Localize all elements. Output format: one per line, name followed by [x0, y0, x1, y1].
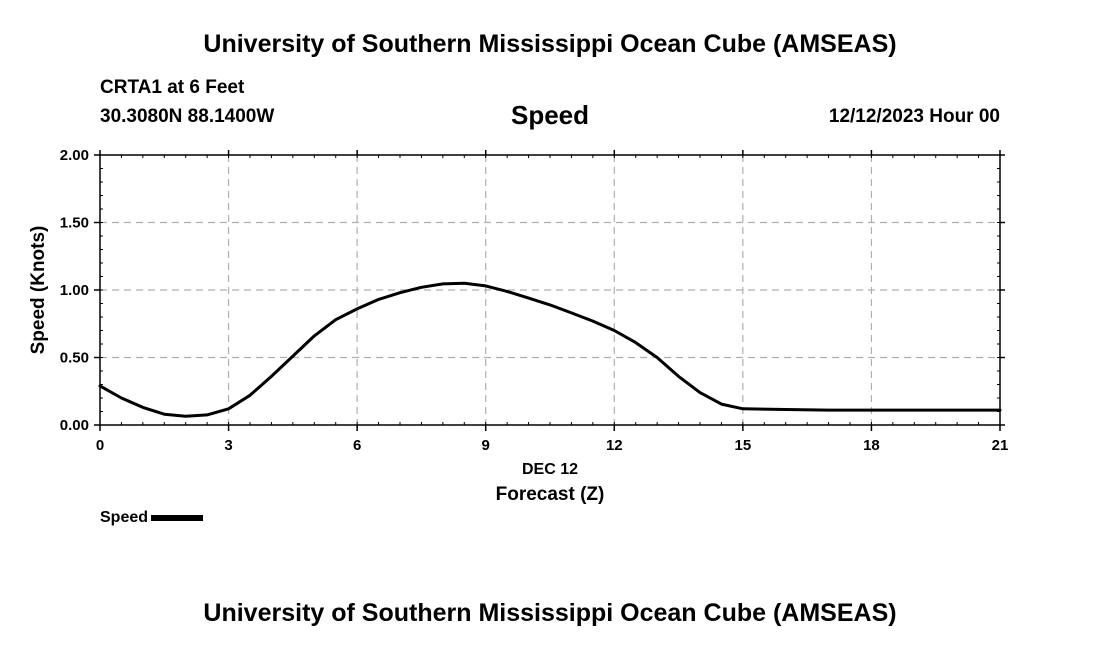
x-tick-label: 3: [224, 437, 232, 454]
y-tick-label: 1.00: [60, 282, 89, 299]
y-tick-label: 0.50: [60, 350, 89, 367]
legend: Speed: [100, 509, 204, 527]
y-tick-label: 1.50: [60, 215, 89, 232]
x-tick-label: 9: [482, 437, 490, 454]
x-axis-label: Forecast (Z): [496, 484, 605, 505]
x-tick-label: 21: [992, 437, 1009, 454]
chart-title: Speed: [510, 100, 590, 130]
x-axis-sublabel: DEC 12: [522, 461, 578, 478]
x-tick-label: 0: [96, 437, 104, 454]
series-line-speed: [98, 281, 1002, 418]
coordinates-label: 30.3080N 88.1400W: [100, 106, 275, 127]
x-tick-label: 6: [353, 437, 361, 454]
x-tick-label: 18: [863, 437, 880, 454]
y-tick-label: 0.00: [60, 417, 89, 434]
legend-label: Speed: [100, 509, 149, 526]
top-title: University of Southern Mississippi Ocean…: [203, 30, 897, 58]
x-tick-label: 15: [735, 437, 752, 454]
datetime-label: 12/12/2023 Hour 00: [828, 106, 1000, 127]
y-axis-label: Speed (Knots): [28, 226, 49, 355]
bottom-title: University of Southern Mississippi Ocean…: [203, 599, 897, 627]
x-tick-label: 12: [606, 437, 623, 454]
station-label: CRTA1 at 6 Feet: [100, 77, 245, 98]
legend-swatch: [151, 515, 204, 521]
y-tick-label: 2.00: [60, 147, 89, 164]
